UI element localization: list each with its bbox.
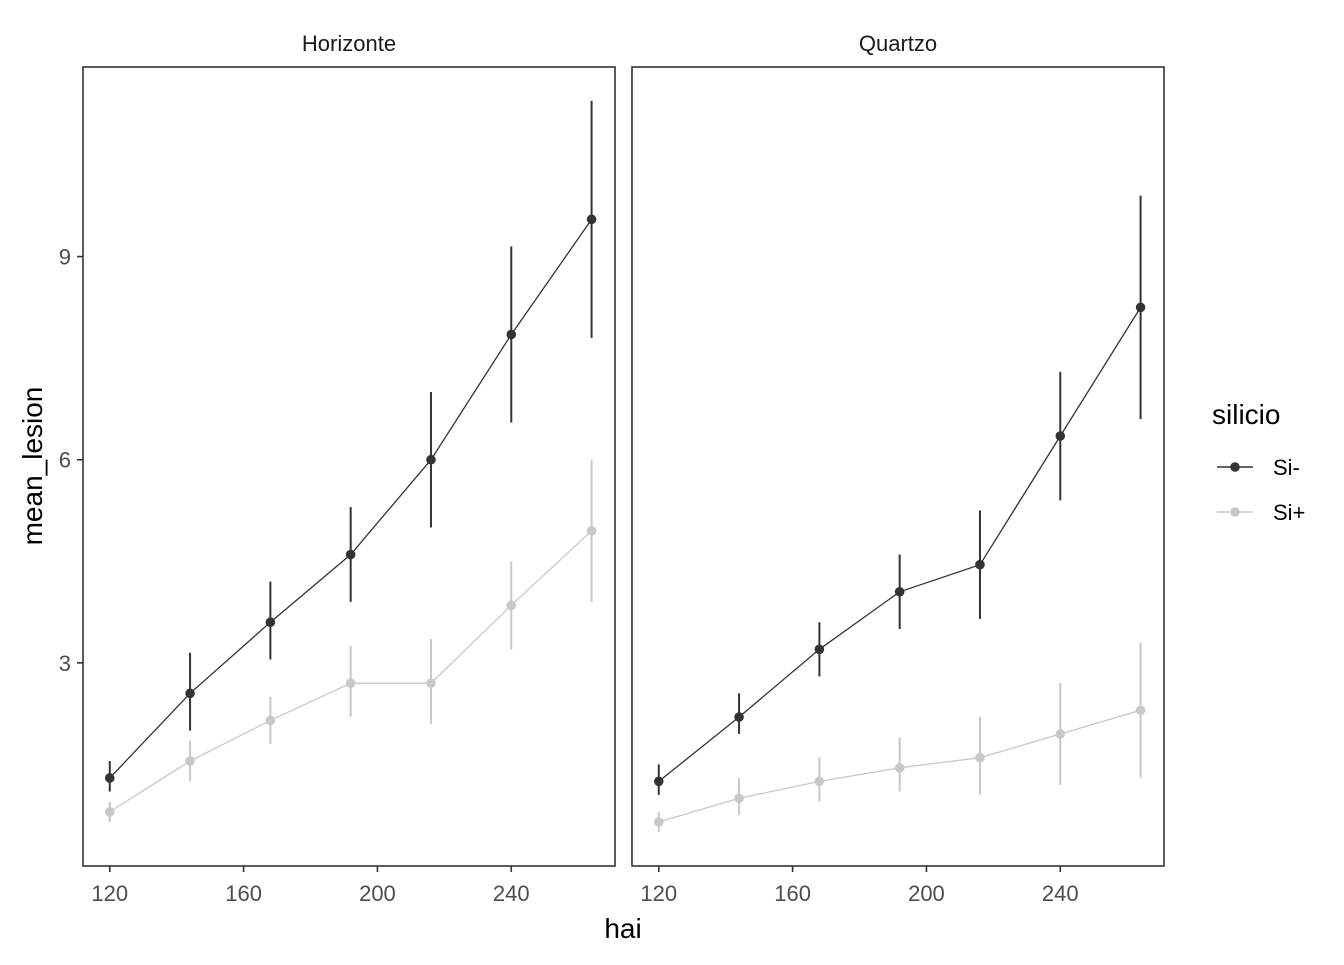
legend-items: Si- Si+	[1217, 455, 1305, 525]
data-point	[345, 549, 356, 560]
data-point	[345, 678, 356, 688]
panel-title: Quartzo	[859, 31, 937, 56]
series-Si+	[104, 459, 597, 822]
legend-key-point	[1230, 462, 1240, 472]
panel-border	[82, 66, 616, 867]
legend-label: Si+	[1273, 500, 1305, 525]
series-Si-	[653, 195, 1146, 795]
panels-layer: Horizonte 120 160 200 240 Quartzo 120 160 200 240	[82, 31, 1165, 906]
data-point	[1055, 729, 1066, 739]
legend: silicio Si- Si+	[1212, 399, 1305, 525]
data-point	[975, 559, 985, 570]
y-axis: 3 6 9	[59, 245, 83, 676]
panel-quartzo: Quartzo 120 160 200 240	[631, 31, 1165, 906]
data-point	[506, 600, 517, 611]
legend-title: silicio	[1212, 399, 1280, 430]
data-point	[506, 329, 517, 340]
data-point	[104, 807, 115, 817]
data-point	[104, 773, 115, 783]
panel-title: Horizonte	[302, 31, 396, 56]
y-tick-label: 6	[59, 448, 71, 473]
data-point	[894, 763, 905, 773]
x-tick-label: 240	[493, 881, 530, 906]
data-point	[1135, 302, 1146, 313]
x-tick-label: 240	[1042, 881, 1079, 906]
y-tick-label: 9	[59, 245, 71, 270]
data-point	[586, 526, 597, 536]
data-point	[1055, 431, 1066, 441]
legend-item-Si+: Si+	[1217, 500, 1305, 525]
x-tick-label: 120	[91, 881, 128, 906]
x-tick-label: 160	[774, 881, 811, 906]
x-axis-title: hai	[604, 913, 641, 944]
data-point	[586, 214, 597, 225]
y-tick-label: 3	[59, 651, 71, 676]
data-point	[426, 454, 436, 465]
data-point	[653, 776, 664, 787]
data-point	[653, 817, 664, 827]
legend-key-point	[1230, 507, 1240, 517]
data-point	[1135, 705, 1146, 716]
legend-item-Si-: Si-	[1217, 455, 1300, 480]
data-point	[185, 756, 195, 766]
data-point	[185, 688, 195, 699]
legend-label: Si-	[1273, 455, 1300, 480]
data-point	[894, 586, 905, 597]
data-point	[734, 793, 744, 804]
data-point	[734, 712, 744, 722]
series-Si+	[653, 642, 1146, 833]
x-tick-label: 200	[359, 881, 396, 906]
series-line	[658, 307, 1142, 782]
data-point	[975, 752, 985, 763]
panel-horizonte: Horizonte 120 160 200 240	[82, 31, 616, 906]
data-point	[265, 715, 276, 726]
data-point	[814, 776, 825, 787]
data-point	[426, 678, 436, 688]
y-axis-title: mean_lesion	[17, 387, 48, 546]
panel-border	[631, 66, 1165, 867]
data-point	[814, 644, 825, 655]
data-point	[265, 617, 276, 628]
x-tick-label: 160	[225, 881, 262, 906]
x-tick-label: 200	[908, 881, 945, 906]
series-Si-	[104, 100, 597, 792]
x-tick-label: 120	[640, 881, 677, 906]
